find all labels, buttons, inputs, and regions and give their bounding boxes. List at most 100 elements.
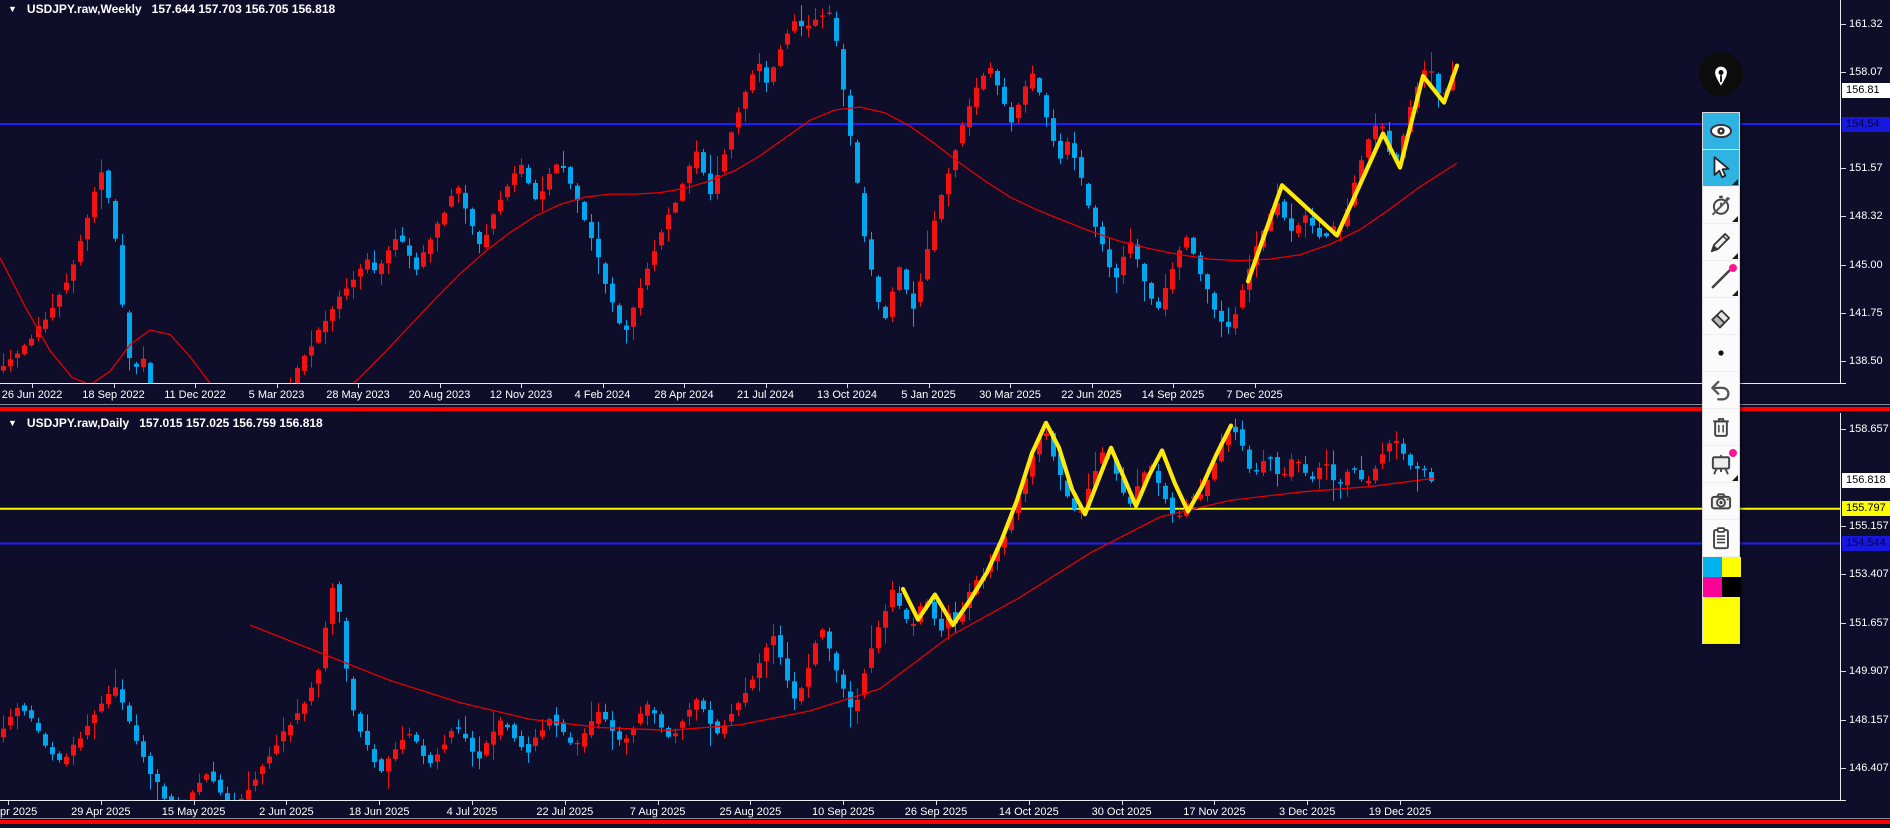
price-tick-label: 138.50: [1849, 354, 1883, 367]
time-tick: [439, 384, 441, 388]
price-tick-label: 151.57: [1849, 161, 1883, 174]
annotation-toolbar-panel: [1702, 112, 1741, 644]
weekly-price-axis[interactable]: 161.32 158.07 151.57 148.32 145.00 141.75 138.…: [1840, 0, 1890, 383]
active-window-border-top: [0, 407, 1890, 411]
time-tick-label: 14 Oct 2025: [998, 806, 1059, 818]
size-dot-tool-button[interactable]: [1703, 335, 1739, 372]
price-tick-label: 148.32: [1849, 209, 1883, 222]
color-swatch-3[interactable]: [1722, 577, 1741, 597]
color-swatch-2[interactable]: [1703, 577, 1722, 597]
price-tick-label: 148.157: [1849, 713, 1889, 726]
price-tick-label: 153.407: [1849, 568, 1889, 581]
time-tick: [379, 801, 381, 805]
clipboard-tool-button[interactable]: [1703, 520, 1739, 557]
current-color-indicator[interactable]: [1703, 597, 1739, 643]
time-tick: [684, 384, 685, 388]
time-tick-label: 13 Oct 2024: [817, 389, 877, 401]
cursor-tool-button[interactable]: [1703, 150, 1739, 187]
size-dot-icon: [1718, 350, 1724, 356]
time-tick-label: 30 Oct 2025: [1091, 806, 1152, 818]
time-tick-label: 20 Aug 2023: [408, 389, 471, 401]
eraser-icon: [1711, 309, 1730, 329]
undo-tool-button[interactable]: [1703, 372, 1739, 409]
price-tick: [1841, 264, 1846, 266]
price-tick-label: 141.75: [1849, 306, 1883, 319]
daily-time-axis[interactable]: 11 Apr 2025 29 Apr 2025 15 May 2025 2 Jun 2…: [0, 800, 1846, 821]
options-corner-marker: [1732, 179, 1738, 185]
daily-price-axis[interactable]: 158.657 155.157 153.407 151.657 149.907 148.1…: [1840, 413, 1890, 800]
price-tick: [1841, 719, 1846, 721]
eraser-tool-button[interactable]: [1703, 298, 1739, 335]
undo-icon: [1711, 380, 1730, 401]
clipboard-icon: [1713, 527, 1729, 550]
price-tick: [1841, 526, 1846, 527]
window-separator[interactable]: [0, 404, 1890, 405]
price-level-box: 154.544: [1842, 535, 1890, 551]
time-tick: [8, 801, 9, 805]
ohlc-values: 157.015 157.025 156.759 156.818: [139, 416, 323, 430]
symbol-timeframe-label: USDJPY.raw,Weekly: [26, 2, 142, 16]
whiteboard-tool-button[interactable]: [1703, 446, 1739, 483]
eye-tool-button[interactable]: [1703, 113, 1739, 150]
cursor-icon: [1713, 156, 1730, 179]
trash-tool-button[interactable]: [1703, 409, 1739, 446]
price-tick: [1841, 215, 1846, 217]
price-level-box: 156.81: [1842, 82, 1890, 98]
time-tick-label: 18 Jun 2025: [348, 806, 410, 818]
chevron-down-icon[interactable]: ▼: [8, 4, 17, 14]
pencil-icon: [1710, 233, 1730, 253]
camera-icon: [1710, 493, 1732, 510]
ohlc-values: 157.644 157.703 156.705 156.818: [151, 2, 336, 16]
price-tick: [1841, 167, 1846, 169]
time-tick: [1121, 801, 1123, 805]
pink-badge: [1729, 449, 1737, 457]
time-tick: [1254, 384, 1256, 388]
price-tick-label: 158.07: [1849, 65, 1883, 78]
time-tick: [32, 384, 33, 388]
chevron-down-icon[interactable]: ▼: [8, 418, 17, 428]
pencil-tool-button[interactable]: [1703, 224, 1739, 261]
price-tick: [1841, 429, 1846, 431]
line-tool-button[interactable]: [1703, 261, 1739, 298]
time-tick-label: 5 Mar 2023: [248, 389, 305, 401]
price-tick: [1841, 574, 1846, 576]
time-tick: [113, 384, 115, 388]
price-tick-label: 146.407: [1849, 762, 1889, 775]
time-tick: [1214, 801, 1216, 805]
time-tick-label: 4 Feb 2024: [574, 389, 631, 401]
price-tick: [1841, 312, 1846, 314]
time-tick-label: 4 Jul 2025: [446, 806, 498, 818]
price-tick: [1841, 671, 1846, 673]
trash-icon: [1713, 418, 1729, 437]
eye-icon: [1710, 123, 1732, 139]
camera-tool-button[interactable]: [1703, 483, 1739, 520]
time-tick: [286, 801, 288, 805]
time-tick-label: 22 Jun 2025: [1061, 389, 1122, 401]
time-tick-label: 11 Apr 2025: [0, 806, 38, 818]
stopwatch-icon: [1711, 195, 1731, 216]
time-tick: [1091, 384, 1093, 388]
price-level-box: 155.797: [1842, 501, 1890, 517]
time-tick: [928, 384, 930, 388]
daily-chart-canvas[interactable]: [0, 413, 1840, 800]
symbol-timeframe-label: USDJPY.raw,Daily: [26, 416, 130, 430]
options-corner-marker: [1732, 290, 1738, 296]
time-tick: [1173, 384, 1174, 388]
time-tick: [1307, 801, 1309, 805]
time-tick-label: 15 May 2025: [161, 806, 226, 818]
time-tick: [564, 801, 566, 805]
time-tick: [100, 801, 102, 805]
stopwatch-tool-button[interactable]: [1703, 187, 1739, 224]
time-tick-label: 18 Sep 2022: [82, 389, 145, 401]
color-swatch-1[interactable]: [1722, 557, 1741, 577]
color-swatch-0[interactable]: [1703, 557, 1722, 577]
time-tick: [843, 801, 845, 805]
weekly-time-axis[interactable]: 26 Jun 2022 18 Sep 2022 11 Dec 2022 5 Mar 2…: [0, 383, 1846, 404]
time-tick: [1028, 801, 1030, 805]
price-tick: [1841, 23, 1846, 25]
time-tick-label: 10 Sep 2025: [811, 806, 875, 818]
pen-app-logo-button[interactable]: [1699, 52, 1743, 96]
weekly-chart-canvas[interactable]: [0, 0, 1840, 383]
time-tick-label: 28 Apr 2024: [654, 389, 714, 401]
time-tick-label: 14 Sep 2025: [1141, 389, 1205, 401]
